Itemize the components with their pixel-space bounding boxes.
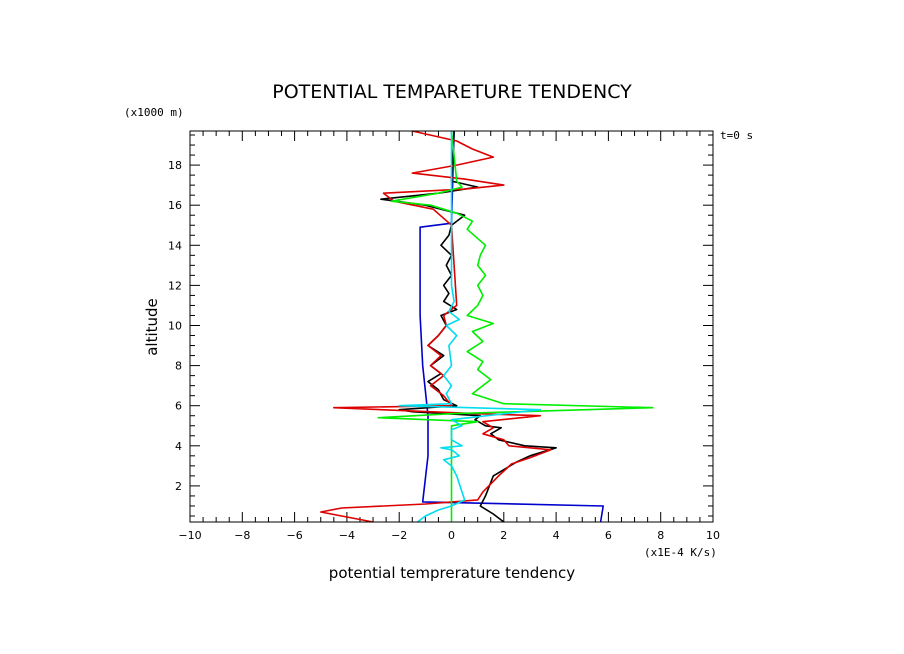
x-tick-label: 4 — [553, 529, 560, 542]
series-line-1 — [419, 130, 604, 523]
y-tick-label: 4 — [175, 440, 182, 453]
x-tick-label: −10 — [178, 529, 201, 542]
y-tick-label: 16 — [168, 199, 182, 212]
y-tick-label: 12 — [168, 279, 182, 292]
x-tick-label: 0 — [448, 529, 455, 542]
x-tick-label: 6 — [605, 529, 612, 542]
y-tick-label: 10 — [168, 319, 182, 332]
y-axis-label: altitude — [143, 298, 161, 356]
series-line-4 — [377, 130, 654, 522]
y-axis-unit: (x1000 m) — [124, 106, 184, 119]
x-axis-label: potential temprerature tendency — [329, 564, 576, 582]
series-line-5 — [398, 131, 542, 523]
x-tick-label: 8 — [657, 529, 664, 542]
y-tick-label: 14 — [168, 239, 182, 252]
x-tick-label: 2 — [500, 529, 507, 542]
y-tick-label: 8 — [175, 360, 182, 373]
annotation-time: t=0 s — [720, 129, 753, 142]
x-tick-label: −2 — [391, 529, 407, 542]
x-tick-label: −8 — [234, 529, 250, 542]
series-line-3 — [320, 130, 552, 523]
y-tick-label: 6 — [175, 400, 182, 413]
x-tick-label: −4 — [339, 529, 355, 542]
x-tick-label: 10 — [706, 529, 720, 542]
series-line-2 — [380, 130, 557, 523]
x-tick-label: −6 — [286, 529, 302, 542]
x-axis-unit: (x1E-4 K/s) — [644, 546, 717, 559]
y-tick-label: 18 — [168, 159, 182, 172]
y-tick-label: 2 — [175, 480, 182, 493]
plot-frame — [189, 130, 714, 523]
chart-title: POTENTIAL TEMPARETURE TENDENCY — [272, 81, 632, 103]
